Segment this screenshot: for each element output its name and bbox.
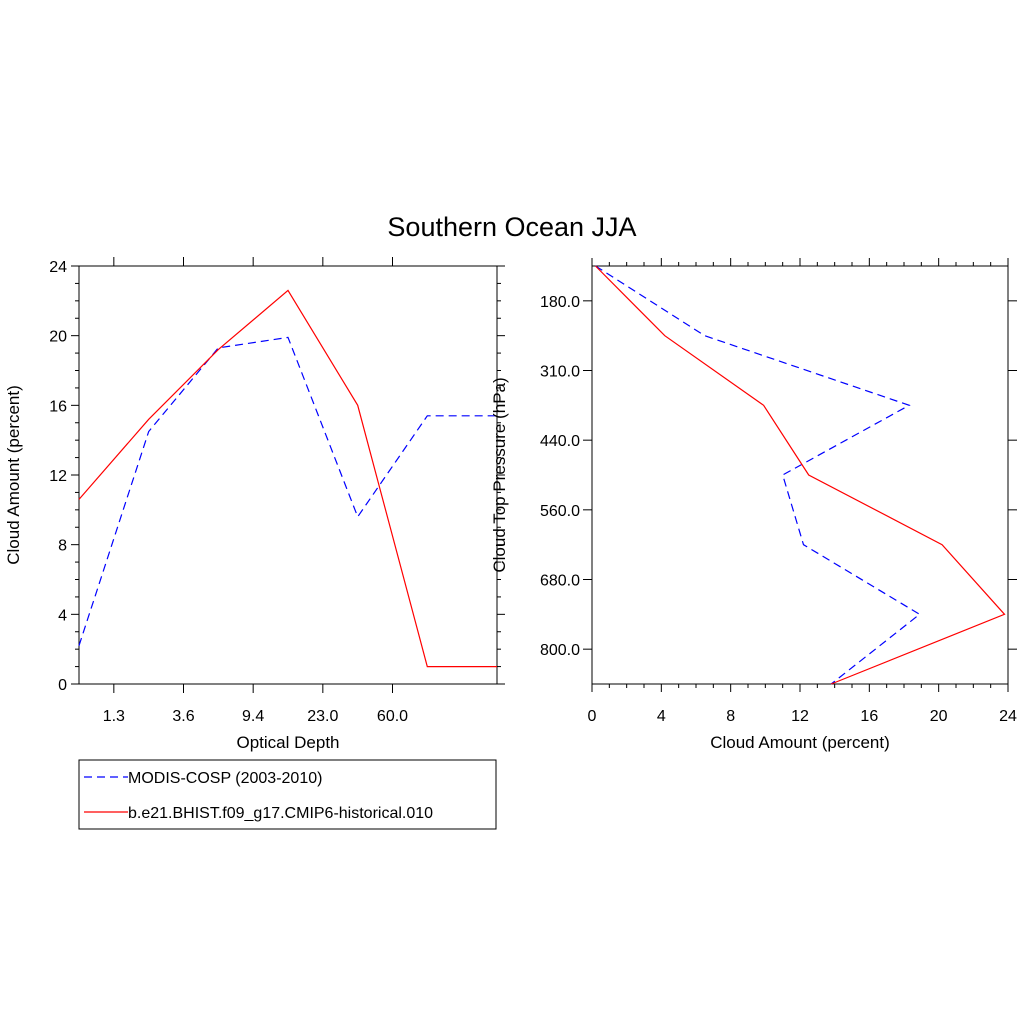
right-y-axis-label: Cloud Top Pressure (hPa) <box>490 377 509 572</box>
right-series-modis-line <box>595 265 921 685</box>
left-y-tick-label: 24 <box>49 259 67 276</box>
left-x-tick-label: 23.0 <box>307 708 338 725</box>
left-x-tick-label: 3.6 <box>172 708 194 725</box>
legend-box <box>78 759 497 830</box>
legend-label-model: b.e21.BHIST.f09_g17.CMIP6-historical.010 <box>128 805 433 822</box>
right-y-tick-label: 800.0 <box>540 642 580 659</box>
left-plot: 0 4 8 12 16 20 24 1.3 3.6 9.4 23.0 60.0 Optical Dept… <box>4 257 505 752</box>
left-y-axis-label: Cloud Amount (percent) <box>4 385 23 565</box>
left-y-tick-label: 12 <box>49 468 67 485</box>
right-series-model-line <box>595 265 1006 685</box>
right-x-tick-label: 20 <box>930 708 948 725</box>
chart-title: Southern Ocean JJA <box>387 212 636 242</box>
right-y-tick-label: 680.0 <box>540 573 580 590</box>
left-series-model-line <box>78 289 497 668</box>
left-x-tick-label: 1.3 <box>103 708 125 725</box>
right-x-tick-label: 8 <box>726 708 735 725</box>
right-y-tick-label: 310.0 <box>540 364 580 381</box>
left-y-tick-label: 16 <box>49 398 67 415</box>
legend: MODIS-COSP (2003-2010) b.e21.BHIST.f09_g… <box>78 759 497 830</box>
right-x-tick-label: 0 <box>588 708 597 725</box>
right-plot-frame <box>591 265 1009 685</box>
left-y-tick-label: 8 <box>58 538 67 555</box>
right-y-tick-label: 180.0 <box>540 294 580 311</box>
right-x-tick-label: 16 <box>860 708 878 725</box>
left-y-tick-label: 20 <box>49 329 67 346</box>
right-y-tick-label: 560.0 <box>540 503 580 520</box>
right-plot: 0 4 8 12 16 20 24 180.0 310.0 440.0 560.0 680.0 800.… <box>490 258 1017 752</box>
legend-label-modis: MODIS-COSP (2003-2010) <box>128 770 322 787</box>
left-x-tick-label: 60.0 <box>377 708 408 725</box>
right-x-axis-label: Cloud Amount (percent) <box>710 733 890 752</box>
right-x-tick-label: 24 <box>999 708 1017 725</box>
left-y-tick-label: 0 <box>58 677 67 694</box>
right-y-tick-label: 440.0 <box>540 433 580 450</box>
left-series-modis-line <box>78 336 497 646</box>
left-x-axis-label: Optical Depth <box>237 733 340 752</box>
left-plot-frame <box>78 265 498 685</box>
right-x-tick-label: 4 <box>657 708 666 725</box>
left-y-tick-label: 4 <box>58 607 67 624</box>
right-x-tick-label: 12 <box>791 708 809 725</box>
left-x-tick-label: 9.4 <box>242 708 264 725</box>
